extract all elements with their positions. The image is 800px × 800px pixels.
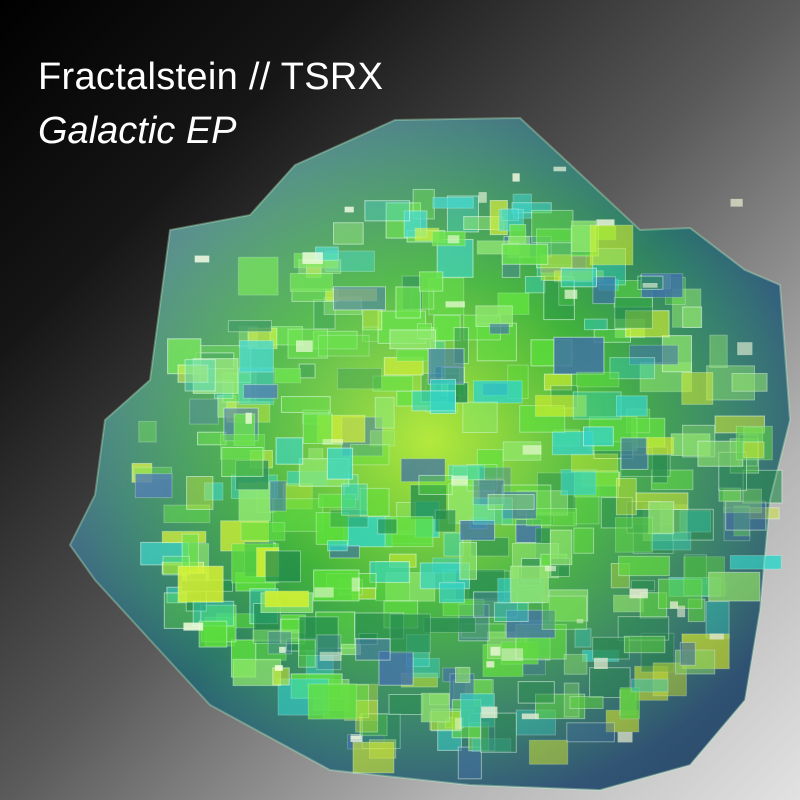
release-title: Galactic EP (38, 110, 237, 152)
artist-name: Fractalstein // TSRX (38, 56, 384, 98)
glass-highlight (730, 198, 743, 207)
